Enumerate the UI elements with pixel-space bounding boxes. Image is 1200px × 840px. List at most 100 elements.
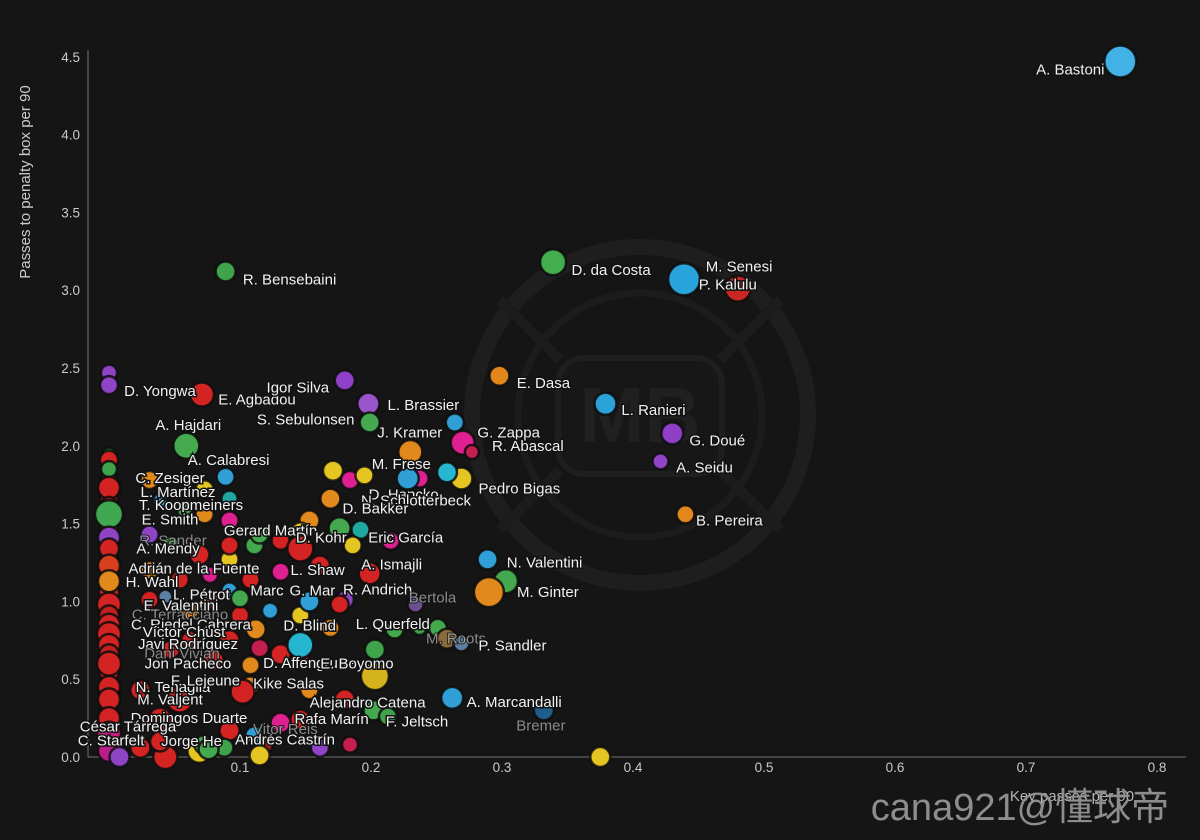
data-point[interactable] (308, 554, 332, 577)
data-point[interactable] (202, 649, 226, 672)
data-point[interactable] (411, 619, 428, 637)
data-point[interactable] (260, 601, 280, 620)
data-point[interactable] (188, 543, 211, 566)
data-point[interactable] (249, 524, 270, 545)
data-point[interactable] (452, 634, 471, 653)
data-point[interactable] (93, 499, 125, 530)
data-point[interactable] (139, 524, 160, 545)
data-point[interactable] (298, 590, 321, 613)
data-point[interactable] (406, 595, 425, 614)
data-point[interactable] (723, 274, 753, 303)
data-point[interactable] (651, 452, 670, 471)
data-point[interactable] (538, 247, 568, 277)
data-point[interactable] (1103, 44, 1138, 79)
data-point[interactable] (472, 575, 506, 609)
data-point[interactable] (244, 618, 267, 641)
data-point[interactable] (229, 678, 256, 705)
data-point[interactable] (188, 381, 216, 408)
data-point[interactable] (321, 459, 345, 482)
data-point[interactable] (333, 688, 357, 711)
data-point[interactable] (286, 630, 315, 660)
data-point[interactable] (380, 530, 401, 551)
data-point[interactable] (199, 589, 221, 611)
data-point[interactable] (248, 744, 271, 767)
data-point[interactable] (157, 588, 174, 605)
data-point[interactable] (240, 654, 261, 676)
x-tick-label: 0.6 (886, 760, 905, 775)
data-point[interactable] (435, 461, 459, 484)
data-point[interactable] (395, 466, 420, 491)
data-point[interactable] (270, 561, 291, 583)
data-point[interactable] (194, 504, 215, 525)
data-point[interactable] (666, 262, 702, 297)
data-point[interactable] (169, 569, 190, 590)
data-point[interactable] (219, 510, 240, 531)
data-point[interactable] (215, 466, 236, 488)
data-point[interactable] (179, 630, 201, 651)
y-tick-label: 2.0 (61, 439, 80, 454)
data-point[interactable] (340, 735, 360, 754)
data-point[interactable] (354, 465, 375, 486)
data-point[interactable] (439, 685, 465, 711)
data-point[interactable] (194, 479, 215, 500)
data-point[interactable] (220, 489, 239, 508)
data-point[interactable] (129, 736, 152, 759)
data-point[interactable] (96, 475, 122, 501)
data-point[interactable] (200, 565, 220, 585)
data-point[interactable] (139, 560, 160, 581)
data-point[interactable] (333, 369, 357, 392)
data-point[interactable] (269, 711, 292, 735)
data-point[interactable] (244, 724, 265, 746)
data-point[interactable] (299, 679, 320, 701)
data-point[interactable] (660, 421, 685, 446)
data-point[interactable] (384, 619, 405, 640)
data-point[interactable] (532, 699, 556, 722)
point-label: L. Pétrot (173, 587, 231, 604)
data-point[interactable] (219, 535, 240, 556)
data-point[interactable] (377, 706, 399, 727)
data-point[interactable] (175, 500, 195, 519)
point-label: César Tárrega (80, 719, 177, 736)
data-point[interactable] (139, 469, 160, 491)
data-point[interactable] (476, 548, 499, 571)
data-point[interactable] (593, 391, 618, 417)
data-point[interactable] (358, 411, 381, 434)
data-point[interactable] (357, 561, 382, 586)
data-point[interactable] (675, 504, 696, 525)
data-point[interactable] (444, 412, 466, 433)
data-point[interactable] (160, 639, 181, 660)
data-point[interactable] (309, 737, 331, 758)
data-point[interactable] (342, 535, 363, 556)
data-point[interactable] (397, 438, 424, 466)
data-point[interactable] (214, 260, 237, 283)
data-point[interactable] (96, 568, 122, 594)
data-point[interactable] (160, 535, 181, 556)
data-point[interactable] (329, 594, 350, 615)
data-point[interactable] (129, 678, 152, 702)
data-point[interactable] (108, 745, 131, 769)
data-point[interactable] (229, 588, 251, 609)
data-point[interactable] (463, 443, 481, 461)
data-point[interactable] (151, 492, 169, 509)
data-point[interactable] (148, 730, 172, 753)
data-point[interactable] (197, 737, 220, 761)
data-point[interactable] (327, 516, 352, 541)
data-point[interactable] (363, 638, 387, 661)
data-point[interactable] (488, 364, 511, 388)
data-point[interactable] (320, 617, 341, 639)
data-point[interactable] (179, 600, 201, 621)
y-tick-label: 4.5 (61, 50, 80, 65)
data-point[interactable] (589, 745, 612, 769)
data-point[interactable] (218, 629, 241, 652)
data-point[interactable] (359, 660, 391, 692)
data-point[interactable] (95, 720, 123, 747)
data-point[interactable] (240, 569, 261, 590)
y-tick-label: 2.5 (61, 361, 80, 376)
data-point[interactable] (165, 685, 194, 714)
data-point[interactable] (172, 431, 201, 461)
data-point[interactable] (319, 487, 342, 510)
data-point[interactable] (95, 650, 123, 677)
data-point[interactable] (99, 459, 119, 479)
data-point[interactable] (98, 374, 120, 396)
data-point[interactable] (286, 534, 315, 563)
